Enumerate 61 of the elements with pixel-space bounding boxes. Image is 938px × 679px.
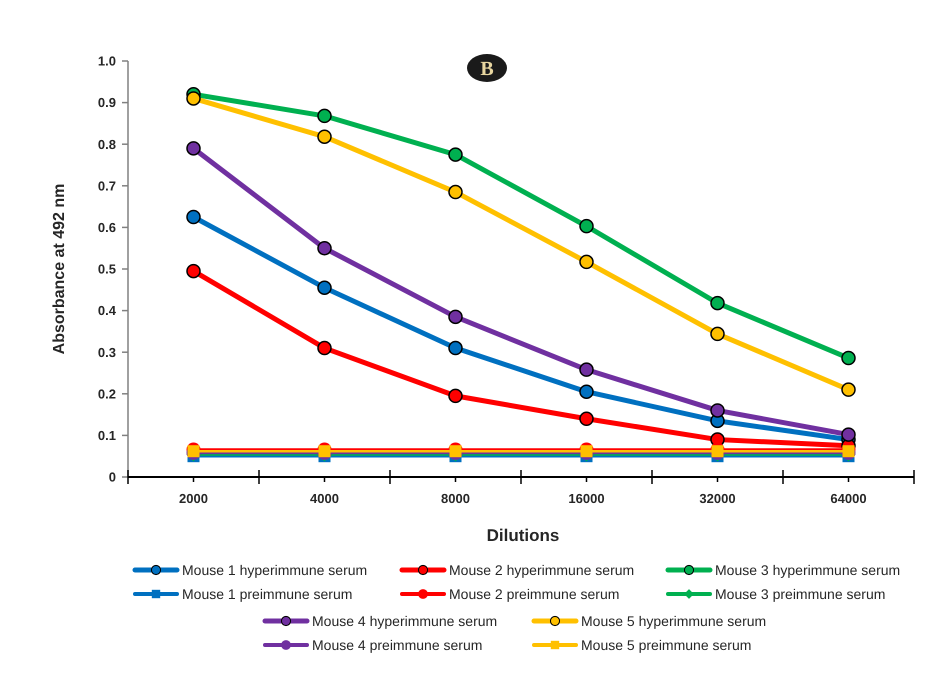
legend-label: Mouse 4 hyperimmune serum: [312, 612, 498, 629]
point: [186, 210, 201, 224]
legend-label: Mouse 2 preimmune serum: [449, 586, 620, 602]
point: [579, 218, 594, 234]
x-tick-label: 4000: [310, 491, 339, 506]
point: [842, 445, 854, 458]
y-tick-label: 0.3: [98, 344, 116, 360]
legend-label: Mouse 2 hyperimmune serum: [449, 562, 634, 578]
y-tick-label: 1.0: [98, 54, 116, 69]
y-tick-label: 0: [108, 470, 116, 485]
y-tick-label: 0.1: [98, 428, 116, 443]
x-tick-label: 64000: [830, 491, 867, 506]
point: [448, 340, 463, 356]
point: [186, 91, 201, 106]
point: [579, 362, 594, 377]
point: [579, 254, 594, 270]
point: [448, 388, 463, 404]
point: [186, 264, 201, 278]
point: [450, 445, 462, 458]
legend-label: Mouse 3 hyperimmune serum: [715, 562, 900, 578]
legend-label: Mouse 1 preimmune serum: [182, 586, 352, 602]
point: [580, 445, 592, 458]
point: [318, 445, 330, 458]
legend-label: Mouse 3 preimmune serum: [715, 586, 886, 602]
point: [448, 184, 463, 200]
y-tick-label: 0.9: [98, 95, 116, 110]
point: [186, 141, 201, 156]
point: [710, 326, 725, 342]
point: [712, 445, 724, 458]
legend-label: Mouse 5 preimmune serum: [581, 636, 752, 653]
y-tick-label: 0.5: [98, 262, 116, 277]
point: [188, 445, 200, 458]
y-axis-title: Absorbance at 492 nm: [51, 184, 68, 354]
point: [841, 427, 856, 442]
point: [841, 350, 856, 366]
x-tick-label: 2000: [179, 491, 208, 506]
annotation: B: [480, 58, 494, 80]
x-tick-label: 16000: [568, 491, 605, 506]
y-tick-label: 0.4: [98, 303, 117, 318]
point: [710, 403, 725, 418]
point: [317, 129, 332, 144]
legend-label: Mouse 4 preimmune serum: [312, 636, 482, 653]
point: [448, 147, 463, 162]
y-tick-label: 0.6: [98, 220, 116, 235]
legend-label: Mouse 1 hyperimmune serum: [182, 562, 368, 578]
y-tick-label: 0.8: [98, 136, 116, 152]
point: [579, 412, 594, 426]
legend-label: Mouse 5 hyperimmune serum: [581, 612, 766, 629]
x-tick-label: 8000: [441, 491, 470, 506]
y-tick-label: 0.7: [98, 178, 116, 194]
point: [448, 310, 463, 324]
point: [841, 382, 856, 397]
y-tick-label: 0.2: [98, 386, 116, 402]
x-tick-label: 32000: [699, 491, 736, 506]
point: [317, 240, 332, 256]
point: [710, 296, 725, 310]
point: [579, 384, 594, 399]
point: [317, 108, 332, 124]
point: [317, 280, 332, 295]
x-axis-title: Dilutions: [486, 526, 560, 545]
point: [317, 340, 332, 356]
